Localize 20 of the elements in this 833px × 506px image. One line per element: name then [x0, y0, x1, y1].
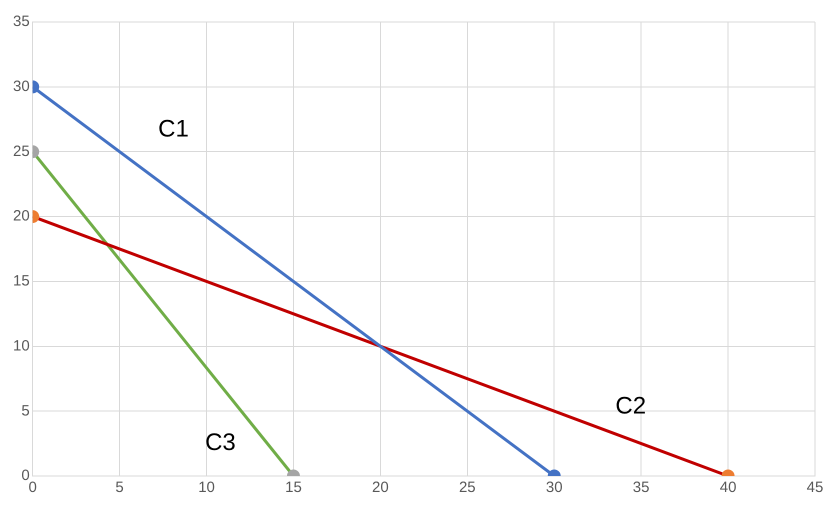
y-tick-label: 30 [12, 78, 30, 95]
series-label: C3 [205, 428, 236, 456]
x-tick-label: 25 [458, 479, 476, 496]
series-label: C1 [158, 116, 189, 143]
y-tick-label: 25 [12, 142, 30, 160]
y-tick-label: 20 [12, 208, 30, 225]
x-tick-label: 20 [372, 479, 389, 496]
y-tick-label: 0 [21, 467, 30, 484]
y-tick-label: 35 [12, 13, 30, 30]
x-tick-label: 10 [198, 479, 215, 496]
y-tick-label: 15 [12, 272, 30, 290]
x-tick-label: 5 [115, 479, 124, 496]
y-tick-label: 10 [12, 337, 30, 354]
x-tick-label: 35 [632, 479, 650, 496]
x-tick-label: 45 [806, 479, 824, 496]
series-label: C2 [615, 392, 646, 420]
x-tick-label: 30 [546, 479, 563, 496]
x-tick-label: 40 [720, 479, 736, 496]
x-tick-label: 15 [285, 479, 302, 496]
y-tick-label: 5 [21, 402, 30, 420]
